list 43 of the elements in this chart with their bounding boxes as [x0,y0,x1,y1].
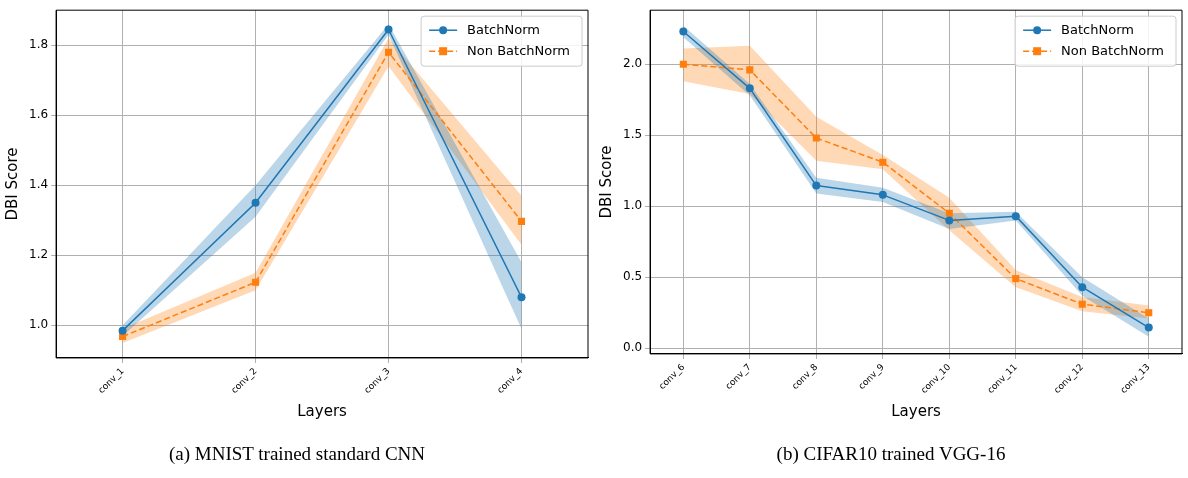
point [812,134,820,142]
y-tick-label: 1.2 [28,247,49,262]
point [118,326,127,335]
point [679,60,687,68]
x-axis-title: Layers [891,401,942,420]
text: (a) MNIST trained standard CNN [167,443,427,465]
y-tick-label: 1.0 [28,317,49,332]
y-tick-label: 1.0 [622,198,643,213]
point [1078,283,1087,292]
y-tick-label: 1.5 [622,127,643,142]
point [252,278,260,286]
point [679,27,688,36]
point [879,158,887,166]
point [746,66,754,74]
point [517,293,526,302]
legend-label: Non BatchNorm [467,42,571,58]
legend-label: BatchNorm [1061,21,1134,37]
y-tick-label: 1.6 [28,107,49,122]
point [1145,309,1153,317]
y-axis-title: DBI Score [2,147,21,221]
point [1078,300,1086,308]
point [812,181,821,190]
point [251,198,260,207]
y-tick-label: 1.8 [28,37,49,52]
point [878,190,887,199]
x-axis-title: Layers [297,401,348,420]
legend-label: Non BatchNorm [1061,42,1165,58]
point [745,84,754,93]
y-tick-label: 1.4 [28,177,49,192]
legend-label: BatchNorm [467,21,540,37]
y-tick-label: 2.0 [622,56,643,71]
point [1012,275,1020,283]
point [384,25,393,34]
point [945,209,953,217]
y-axis-title: DBI Score [596,145,615,219]
point [945,216,954,225]
text: (b) CIFAR10 trained VGG-16 [775,443,1007,465]
y-tick-label: 0.0 [622,340,643,355]
point [517,217,526,225]
point [1144,323,1153,332]
point [1011,212,1020,221]
y-tick-label: 0.5 [622,269,643,284]
point [385,48,393,56]
